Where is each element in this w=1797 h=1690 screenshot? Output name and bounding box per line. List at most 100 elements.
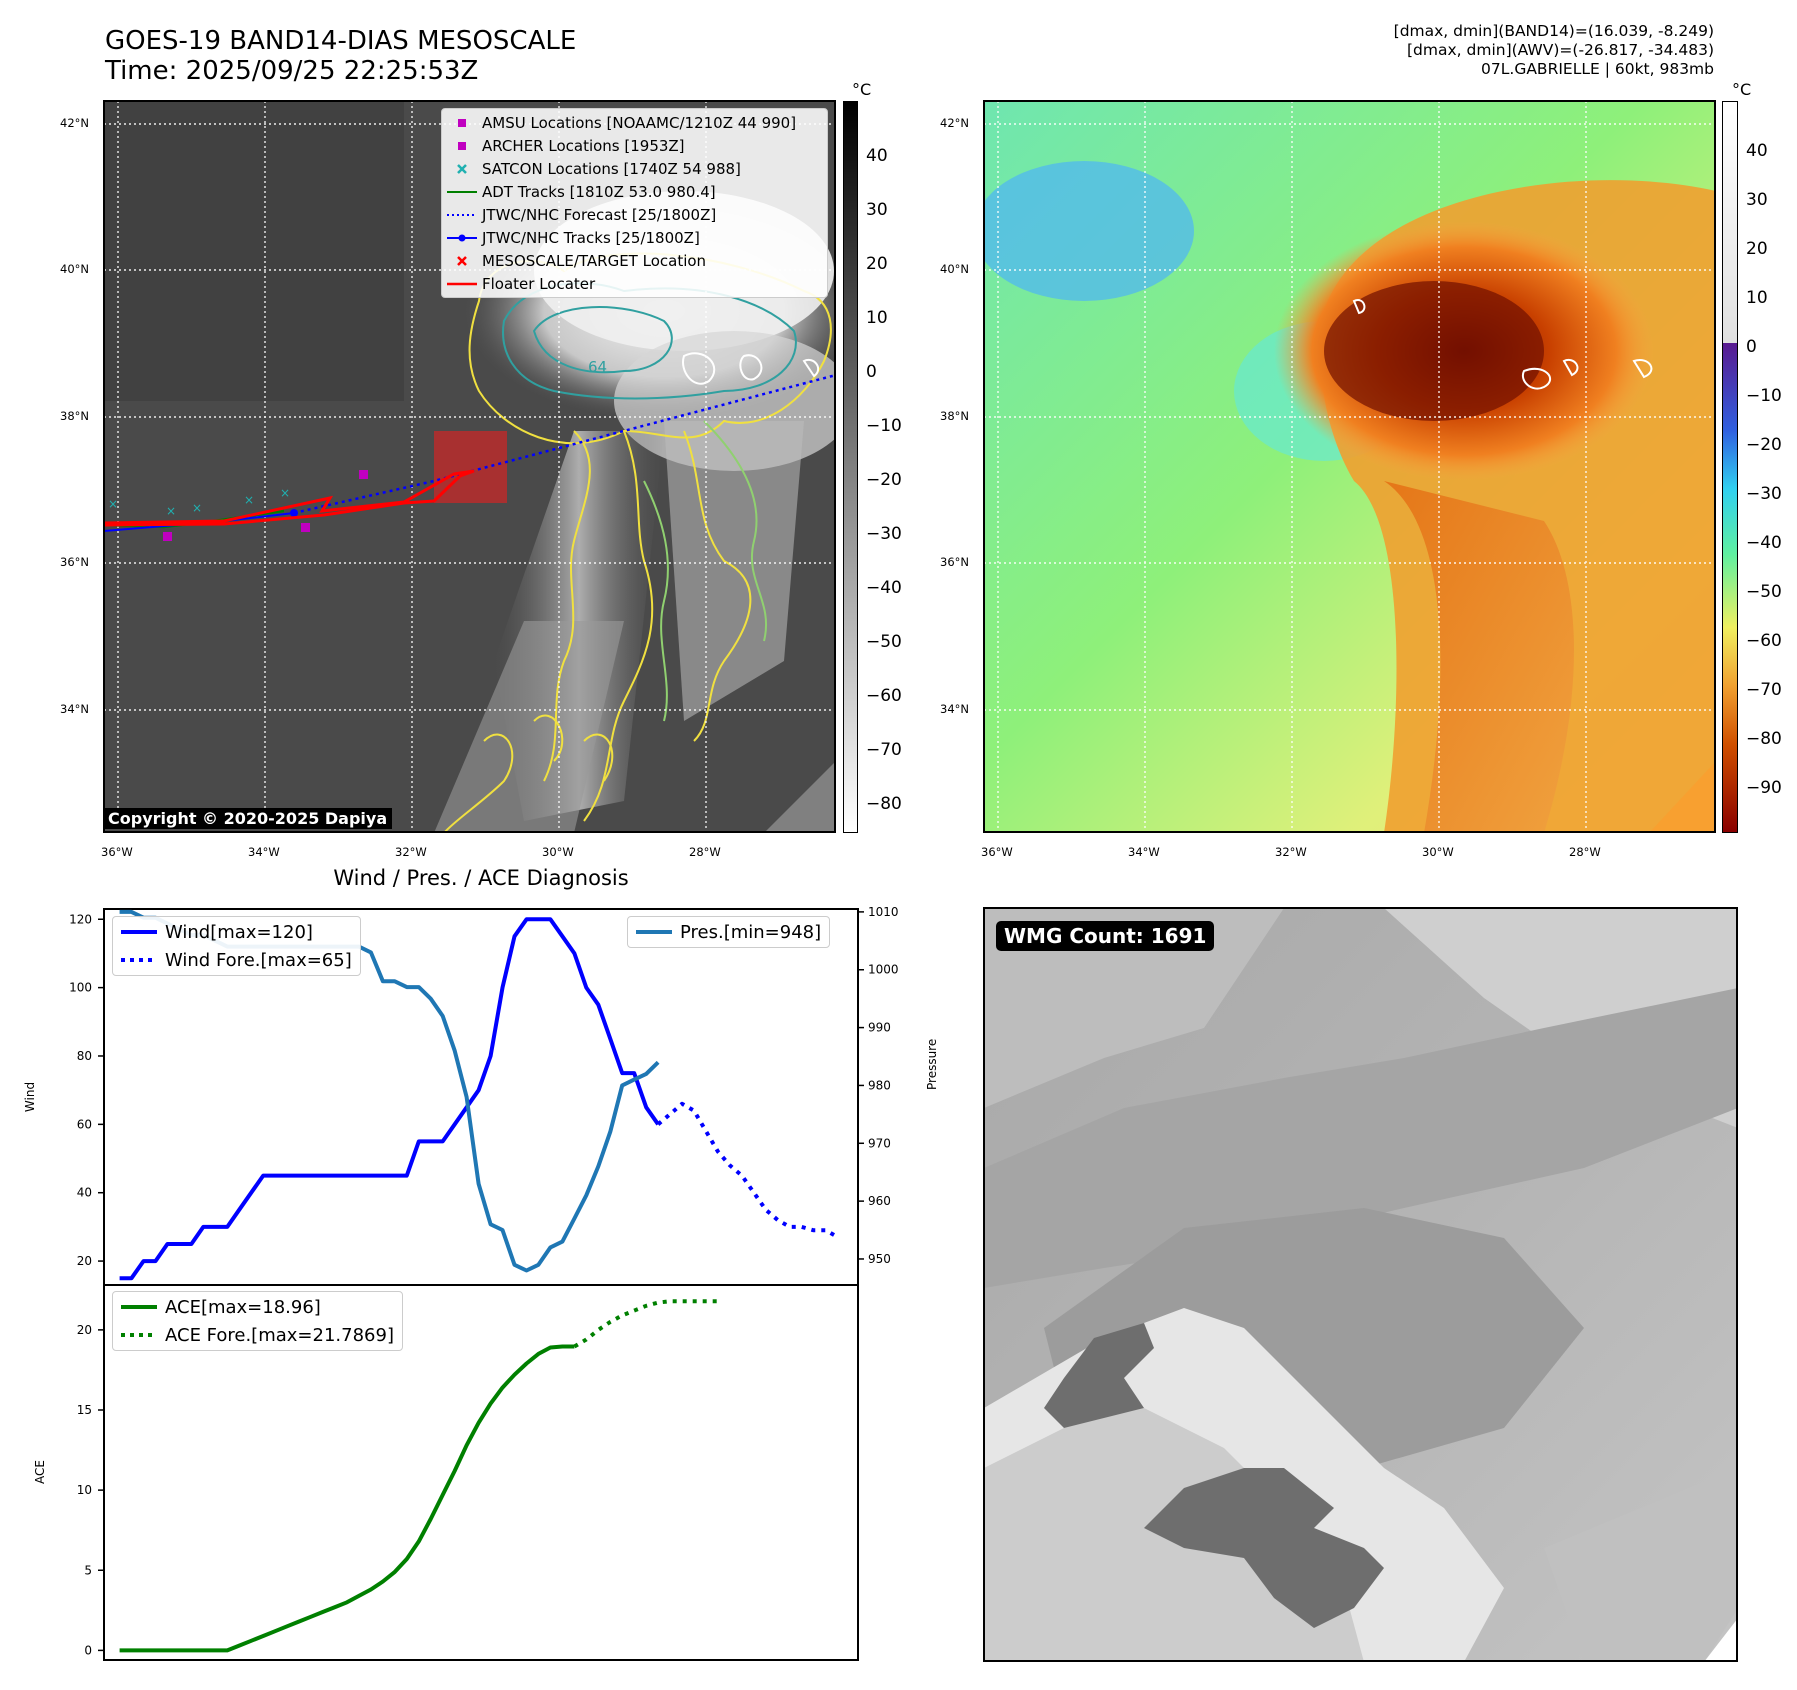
legend-adt: ADT Tracks [1810Z 53.0 980.4] [442, 180, 827, 203]
legend-ace: ACE[max=18.96] [113, 1293, 402, 1321]
wind-tick-label: 100 [69, 981, 92, 995]
pressure-legend: Pres.[min=948] [627, 916, 831, 948]
pressure-tick-label: 990 [868, 1021, 891, 1035]
ace-legend: ACE[max=18.96] ACE Fore.[max=21.7869] [112, 1291, 403, 1351]
cb-tick: 40 [1746, 141, 1768, 161]
stats-line1: [dmax, dmin](BAND14)=(16.039, -8.249) [1393, 22, 1714, 40]
cb-tick: −30 [866, 524, 902, 544]
series-line-1 [656, 1101, 839, 1239]
svg-text:×: × [244, 493, 254, 507]
lat-tick: 34°N [940, 702, 969, 716]
cb-tick: −60 [1746, 631, 1782, 651]
lat-tick: 36°N [940, 555, 969, 569]
lat-tick: 42°N [60, 116, 89, 130]
cb-tick: 40 [866, 146, 888, 166]
lon-tick: 36°W [981, 845, 1013, 859]
wind-tick-label: 20 [77, 1254, 92, 1268]
line-icon [636, 930, 672, 934]
cb-tick: 0 [1746, 337, 1757, 357]
contour-label: 64 [588, 358, 608, 376]
cb-tick: −20 [866, 470, 902, 490]
line-icon [447, 190, 477, 193]
wind-tick-label: 40 [77, 1186, 92, 1200]
cb-tick: −80 [1746, 729, 1782, 749]
lat-tick: 36°N [60, 555, 89, 569]
legend-wind-forecast: Wind Fore.[max=65] [113, 946, 360, 974]
legend-floater: Floater Locater [442, 272, 827, 295]
diagnosis-title: Wind / Pres. / ACE Diagnosis [333, 866, 629, 890]
lon-tick: 32°W [395, 845, 427, 859]
panel-title-line1: GOES-19 BAND14-DIAS MESOSCALE [105, 26, 577, 56]
ace-tick-label: 5 [84, 1563, 92, 1577]
line-icon [121, 1305, 157, 1309]
lon-tick: 28°W [689, 845, 721, 859]
wind-tick-label: 60 [77, 1117, 92, 1131]
colorbar-unit: °C [852, 80, 872, 99]
cb-tick: −20 [1746, 435, 1782, 455]
cb-tick: −70 [1746, 680, 1782, 700]
diagnosis-chart: 20 40 60 80 100 120 950 960 970 980 990 1000 1010 0… [23, 905, 899, 1661]
cb-tick: −90 [1746, 778, 1782, 798]
cb-tick: 10 [866, 308, 888, 328]
copyright-badge: Copyright © 2020-2025 Dapiya [103, 808, 393, 829]
cb-tick: 30 [866, 200, 888, 220]
legend-pressure: Pres.[min=948] [628, 918, 829, 946]
svg-text:×: × [280, 486, 290, 500]
legend-ace-forecast: ACE Fore.[max=21.7869] [113, 1321, 402, 1349]
lon-tick: 32°W [1275, 845, 1307, 859]
cb-tick: −30 [1746, 484, 1782, 504]
svg-text:×: × [192, 501, 202, 515]
pressure-tick-label: 1000 [868, 963, 899, 977]
lat-tick: 38°N [60, 409, 89, 423]
cb-tick: −10 [1746, 386, 1782, 406]
color-colorbar [1722, 101, 1738, 833]
legend-tracks: JTWC/NHC Tracks [25/1800Z] [442, 226, 827, 249]
dotted-line-icon [121, 958, 157, 962]
wind-axis-label: Wind [23, 1082, 37, 1112]
grayscale-colorbar [843, 101, 858, 833]
legend-mesoscale: MESOSCALE/TARGET Location [442, 249, 827, 272]
water-vapor-map [984, 101, 1716, 833]
cb-tick: −40 [866, 578, 902, 598]
cb-tick: −60 [866, 686, 902, 706]
pressure-tick-label: 1010 [868, 905, 899, 919]
legend-forecast: JTWC/NHC Forecast [25/1800Z] [442, 203, 827, 226]
cb-tick: −10 [866, 416, 902, 436]
series-line-0 [119, 917, 660, 1281]
cb-tick: −80 [866, 794, 902, 814]
svg-text:×: × [166, 504, 176, 518]
lat-tick: 40°N [60, 262, 89, 276]
panel-title-line2: Time: 2025/09/25 22:25:53Z [105, 56, 479, 86]
line-icon [447, 282, 477, 285]
lon-tick: 28°W [1569, 845, 1601, 859]
lon-tick: 34°W [248, 845, 280, 859]
pressure-tick-label: 960 [868, 1194, 891, 1208]
cb-tick: −40 [1746, 533, 1782, 553]
cb-tick: −50 [1746, 582, 1782, 602]
ir-map-frame [103, 100, 836, 833]
colorbar-unit: °C [1732, 80, 1752, 99]
wind-legend: Wind[max=120] Wind Fore.[max=65] [112, 916, 361, 976]
ace-tick-label: 10 [77, 1483, 92, 1497]
lon-tick: 34°W [1128, 845, 1160, 859]
lat-tick: 38°N [940, 409, 969, 423]
cb-tick: −50 [866, 632, 902, 652]
legend-wind: Wind[max=120] [113, 918, 360, 946]
map-legend: AMSU Locations [NOAAMC/1210Z 44 990] ARC… [441, 108, 828, 298]
pressure-tick-label: 950 [868, 1252, 891, 1266]
lat-tick: 34°N [60, 702, 89, 716]
cb-tick: −70 [866, 740, 902, 760]
wind-tick-label: 80 [77, 1049, 92, 1063]
square-marker-icon [458, 118, 466, 127]
dotted-line-icon [121, 1333, 157, 1337]
ace-tick-label: 20 [77, 1323, 92, 1337]
line-dot-icon [447, 234, 477, 241]
pressure-tick-label: 980 [868, 1078, 891, 1092]
lat-tick: 42°N [940, 116, 969, 130]
svg-text:×: × [108, 497, 118, 511]
ace-tick-label: 15 [77, 1403, 92, 1417]
square-marker-icon [458, 141, 466, 150]
lon-tick: 30°W [542, 845, 574, 859]
legend-amsu: AMSU Locations [NOAAMC/1210Z 44 990] [442, 111, 827, 134]
ace-axes-frame [103, 1284, 859, 1661]
